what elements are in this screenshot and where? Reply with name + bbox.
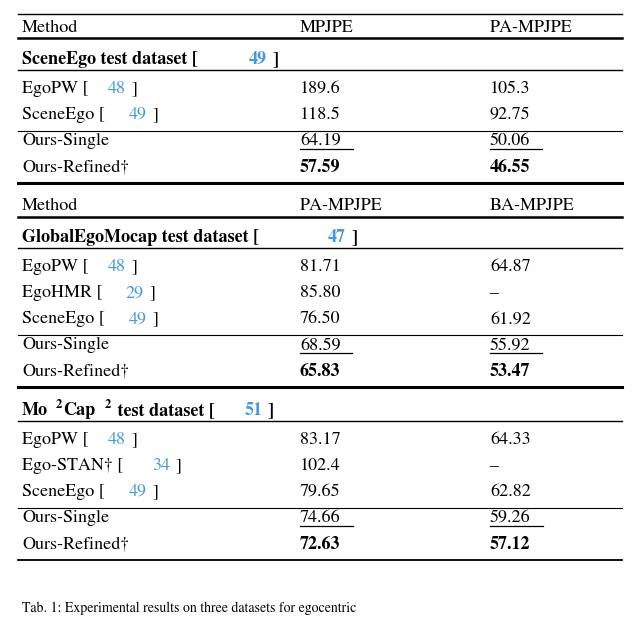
Text: 34: 34 (153, 458, 171, 474)
Text: 29: 29 (126, 285, 144, 301)
Text: 49: 49 (129, 107, 147, 123)
Text: 49: 49 (129, 311, 147, 327)
Text: 102.4: 102.4 (300, 458, 340, 474)
Text: MPJPE: MPJPE (300, 20, 354, 36)
Text: Ours-Refined†: Ours-Refined† (22, 159, 129, 175)
Text: 83.17: 83.17 (300, 432, 340, 448)
Text: 85.80: 85.80 (300, 285, 340, 301)
Text: Ours-Single: Ours-Single (22, 337, 109, 353)
Text: 48: 48 (108, 81, 126, 97)
Text: 118.5: 118.5 (300, 107, 340, 123)
Text: Ours-Refined†: Ours-Refined† (22, 363, 129, 379)
Text: 53.47: 53.47 (490, 362, 531, 380)
Text: SceneEgo test dataset [: SceneEgo test dataset [ (22, 51, 198, 68)
Text: 48: 48 (108, 259, 126, 275)
Text: ]: ] (152, 107, 158, 123)
Text: 189.6: 189.6 (300, 81, 340, 97)
Text: ]: ] (149, 285, 156, 301)
Text: Cap: Cap (63, 402, 96, 419)
Text: 47: 47 (328, 228, 346, 246)
Text: 62.82: 62.82 (490, 484, 531, 500)
Text: Tab. 1: Experimental results on three datasets for egocentric: Tab. 1: Experimental results on three da… (22, 602, 356, 615)
Text: ]: ] (131, 81, 137, 97)
Text: ]: ] (131, 259, 137, 275)
Text: 59.26: 59.26 (490, 510, 531, 526)
Text: BA-MPJPE: BA-MPJPE (490, 198, 575, 214)
Text: 72.63: 72.63 (300, 536, 340, 553)
Text: 57.59: 57.59 (300, 158, 340, 176)
Text: Ego-STAN† [: Ego-STAN† [ (22, 458, 124, 474)
Text: ]: ] (152, 311, 158, 327)
Text: ]: ] (176, 458, 182, 474)
Text: 76.50: 76.50 (300, 311, 340, 327)
Text: ]: ] (131, 432, 137, 448)
Text: 64.87: 64.87 (490, 259, 531, 275)
Text: EgoHMR [: EgoHMR [ (22, 285, 102, 301)
Text: Ours-Refined†: Ours-Refined† (22, 536, 129, 552)
Text: SceneEgo [: SceneEgo [ (22, 484, 105, 500)
Text: 64.19: 64.19 (300, 133, 340, 149)
Text: 105.3: 105.3 (490, 81, 531, 97)
Text: EgoPW [: EgoPW [ (22, 259, 88, 275)
Text: 64.33: 64.33 (490, 432, 531, 448)
Text: SceneEgo [: SceneEgo [ (22, 311, 105, 327)
Text: Method: Method (22, 20, 78, 36)
Text: 74.66: 74.66 (300, 510, 340, 526)
Text: 48: 48 (108, 432, 126, 448)
Text: EgoPW [: EgoPW [ (22, 432, 88, 448)
Text: SceneEgo [: SceneEgo [ (22, 107, 105, 123)
Text: PA-MPJPE: PA-MPJPE (300, 198, 383, 214)
Text: test dataset [: test dataset [ (113, 402, 215, 419)
Text: 2: 2 (105, 399, 111, 411)
Text: 61.92: 61.92 (490, 311, 531, 327)
Text: 57.12: 57.12 (490, 536, 531, 553)
Text: Ours-Single: Ours-Single (22, 510, 109, 526)
Text: 65.83: 65.83 (300, 362, 340, 380)
Text: 92.75: 92.75 (490, 107, 531, 123)
Text: 49: 49 (249, 51, 267, 68)
Text: 81.71: 81.71 (300, 259, 340, 275)
Text: EgoPW [: EgoPW [ (22, 81, 88, 97)
Text: ]: ] (272, 51, 278, 68)
Text: Mo: Mo (22, 402, 48, 419)
Text: 50.06: 50.06 (490, 133, 531, 149)
Text: ]: ] (351, 228, 357, 246)
Text: 46.55: 46.55 (490, 158, 531, 176)
Text: PA-MPJPE: PA-MPJPE (490, 20, 573, 36)
Text: ]: ] (152, 484, 158, 500)
Text: –: – (490, 285, 499, 301)
Text: 49: 49 (129, 484, 147, 500)
Text: 51: 51 (244, 402, 263, 419)
Text: Method: Method (22, 198, 78, 214)
Text: Ours-Single: Ours-Single (22, 133, 109, 149)
Text: ]: ] (268, 402, 274, 419)
Text: 68.59: 68.59 (300, 337, 340, 353)
Text: 79.65: 79.65 (300, 484, 340, 500)
Text: 2: 2 (56, 399, 62, 411)
Text: –: – (490, 458, 499, 474)
Text: GlobalEgoMocap test dataset [: GlobalEgoMocap test dataset [ (22, 228, 259, 246)
Text: 55.92: 55.92 (490, 337, 531, 353)
